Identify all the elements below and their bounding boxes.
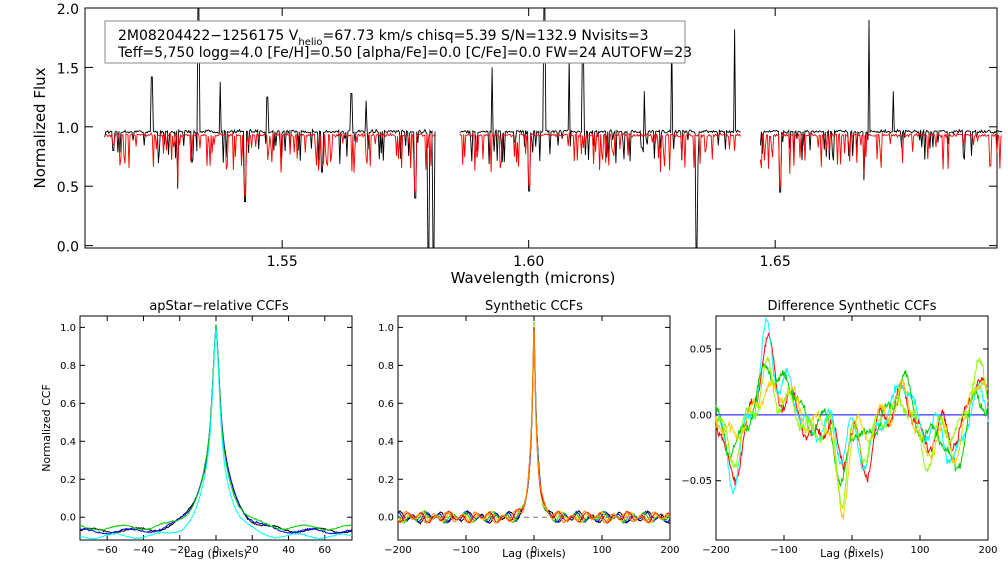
apstar-ccf-ytick-label-2: 0.4 <box>60 437 76 448</box>
apstar-ccf-ticks: −60 −40 −20 0 20 40 60 0.0 0.2 0.4 0.6 0.8 1.0 <box>60 316 352 556</box>
synthetic-ccf-ytick-label-0: 0.0 <box>378 513 394 524</box>
synthetic-ccf-ytick-label-4: 0.8 <box>378 361 394 372</box>
synthetic-ccf-series-4 <box>397 327 671 524</box>
synthetic-ccf-xtick-label-2: 0 <box>531 545 537 556</box>
difference-ccf-ytick-label-2: 0.05 <box>690 344 712 355</box>
difference-ccf-series-4 <box>715 356 989 509</box>
info-box: 2M08204422−1256175 Vhelio=67.73 km/s chi… <box>104 20 692 64</box>
info-subscript: helio <box>298 37 322 48</box>
apstar-ccf-series <box>79 324 353 540</box>
difference-ccf-ytick-label-1: 0.00 <box>690 410 712 421</box>
apstar-ccf-ytick-label-5: 1.0 <box>60 323 76 334</box>
spectrum-series-0-chip-2 <box>759 19 1003 193</box>
apstar-ccf-xtick-label-6: 60 <box>318 545 331 556</box>
apstar-ccf-xtick-label-5: 40 <box>282 545 295 556</box>
difference-ccf-ytick-label-0: −0.05 <box>681 476 712 487</box>
synthetic-ccf-xtick-label-0: −200 <box>384 545 411 556</box>
difference-ccf-xtick-label-1: −100 <box>770 545 797 556</box>
spectrum-ytick-label-1: 0.5 <box>57 180 79 196</box>
synthetic-ccf-series-0 <box>397 327 671 525</box>
synthetic-ccf-xtick-label-3: 100 <box>592 545 611 556</box>
spectrum-y-axis-label: Normalized Flux <box>31 67 49 188</box>
spectrum-ytick-label-0: 0.0 <box>57 240 79 256</box>
apstar-ccf-xtick-label-2: −20 <box>169 545 190 556</box>
synthetic-ccf-ytick-label-3: 0.6 <box>378 399 394 410</box>
difference-ccf-x-axis-label: Lag (pixels) <box>820 547 884 560</box>
apstar-ccf-series-0 <box>79 326 353 535</box>
info-line-2: Teff=5,750 logg=4.0 [Fe/H]=0.50 [alpha/F… <box>117 45 692 61</box>
synthetic-ccf-series <box>397 321 671 525</box>
spectrum-xtick-label-1: 1.60 <box>513 254 544 270</box>
synthetic-ccf-ticks: −200 −100 0 100 200 0.0 0.2 0.4 0.6 0.8 1.0 <box>378 316 680 556</box>
apstar-ccf-ytick-label-0: 0.0 <box>60 513 76 524</box>
apstar-ccf-y-axis-label: Normalized CCF <box>40 384 53 472</box>
apstar-ccf-ytick-label-3: 0.6 <box>60 399 76 410</box>
synthetic-ccf-xtick-label-4: 200 <box>660 545 679 556</box>
spectrum-ytick-label-3: 1.5 <box>57 61 79 77</box>
spectrum-y-ticks: 0.0 0.5 1.0 1.5 2.0 <box>57 2 997 256</box>
difference-ccf-series-1 <box>715 316 989 496</box>
apstar-ccf-series-3 <box>79 327 353 540</box>
apstar-ccf-x-axis-label: Lag (pixels) <box>184 547 248 560</box>
spectrum-series-0-chip-0 <box>104 7 436 249</box>
synthetic-ccf-xtick-label-1: −100 <box>452 545 479 556</box>
spectrum-plot-frame <box>84 7 998 249</box>
synthetic-ccf-title: Synthetic CCFs <box>485 299 583 314</box>
info-box-frame <box>104 20 686 64</box>
info-star-id: 2M08204422−1256175 V <box>118 28 299 44</box>
spectrum-xtick-label-2: 1.65 <box>760 254 791 270</box>
spectrum-series-1-chip-1 <box>459 132 742 186</box>
difference-ccf-title: Difference Synthetic CCFs <box>767 299 936 314</box>
spectrum-x-ticks: 1.55 1.60 1.65 <box>267 8 791 270</box>
synthetic-ccf-series-2 <box>397 321 670 525</box>
apstar-ccf-frame <box>79 315 353 541</box>
difference-ccf-xtick-label-3: 100 <box>910 545 929 556</box>
spectrum-panel: 1.55 1.60 1.65 0.0 0.5 1.0 1.5 2.0 Wavelength … <box>31 2 1003 287</box>
apstar-ccf-series-1 <box>79 324 353 535</box>
apstar-ccf-xtick-label-0: −60 <box>97 545 118 556</box>
difference-ccf-panel: Difference Synthetic CCFs −200 −100 0 100 20… <box>681 299 997 560</box>
synthetic-ccf-x-axis-label: Lag (pixels) <box>502 547 566 560</box>
difference-ccf-xtick-label-2: 0 <box>849 545 855 556</box>
spectrum-ytick-label-4: 2.0 <box>57 2 79 18</box>
spectrum-series-1-chip-0 <box>104 131 436 197</box>
synthetic-ccf-panel: Synthetic CCFs −200 −100 0 100 200 0.0 0.2 0.4 0… <box>378 299 679 560</box>
synthetic-ccf-series-3 <box>397 324 671 524</box>
apstar-ccf-xtick-label-4: 20 <box>246 545 259 556</box>
synthetic-ccf-ytick-label-2: 0.4 <box>378 437 394 448</box>
spectrum-series <box>104 7 1003 249</box>
spectrum-x-axis-label: Wavelength (microns) <box>451 269 616 287</box>
difference-ccf-xtick-label-0: −200 <box>702 545 729 556</box>
spectrum-series-0-chip-1 <box>459 7 741 249</box>
difference-ccf-xtick-label-4: 200 <box>978 545 997 556</box>
apstar-ccf-series-2 <box>79 324 353 532</box>
apstar-ccf-ytick-label-4: 0.8 <box>60 361 76 372</box>
difference-ccf-ticks: −200 −100 0 100 200 −0.05 0.00 0.05 <box>681 316 998 556</box>
spectrum-ytick-label-2: 1.0 <box>57 121 79 137</box>
difference-ccf-series <box>715 316 989 520</box>
apstar-ccf-panel: apStar−relative CCFs −60 −40 −20 0 20 40 60 0.0… <box>40 299 353 560</box>
synthetic-ccf-ytick-label-5: 1.0 <box>378 323 394 334</box>
apstar-ccf-xtick-label-3: 0 <box>213 545 219 556</box>
spectrum-xtick-label-0: 1.55 <box>267 254 298 270</box>
synthetic-ccf-ytick-label-1: 0.2 <box>378 475 394 486</box>
apstar-ccf-xtick-label-1: −40 <box>133 545 154 556</box>
apstar-ccf-title: apStar−relative CCFs <box>149 299 289 314</box>
synthetic-ccf-series-5 <box>397 330 671 525</box>
spectrum-series-1-chip-2 <box>759 131 1003 187</box>
apstar-ccf-ytick-label-1: 0.2 <box>60 475 76 486</box>
info-line-1: 2M08204422−1256175 Vhelio=67.73 km/s chi… <box>118 28 649 48</box>
info-velocity-stats: =67.73 km/s chisq=5.39 S/N=132.9 Nvisits… <box>323 28 649 44</box>
